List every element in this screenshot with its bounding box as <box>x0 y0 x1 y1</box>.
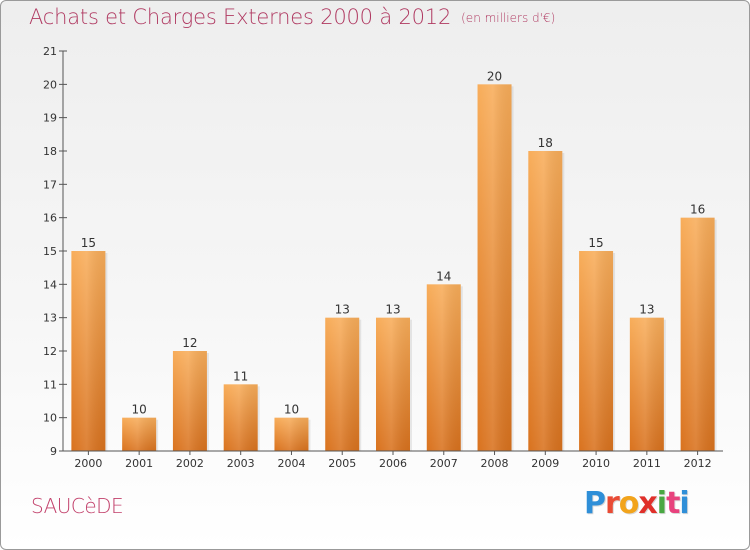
x-tick-label-2009: 2009 <box>531 457 559 470</box>
bar-shine <box>274 417 309 451</box>
x-tick-label-2003: 2003 <box>227 457 255 470</box>
y-tick-label-17: 17 <box>43 178 57 191</box>
y-tick-label-18: 18 <box>43 145 57 158</box>
data-label-2005: 13 <box>335 303 350 317</box>
x-tick-label-2012: 2012 <box>684 457 712 470</box>
data-label-2004: 10 <box>284 403 299 417</box>
bar-shine <box>172 351 207 451</box>
data-label-2000: 15 <box>81 236 96 250</box>
bar-shine <box>629 317 664 451</box>
x-tick-label-2002: 2002 <box>176 457 204 470</box>
bar-shine <box>426 284 461 451</box>
data-label-2007: 14 <box>436 269 451 283</box>
bar-shine <box>477 84 512 451</box>
x-tick-label-2010: 2010 <box>582 457 610 470</box>
data-label-2012: 16 <box>690 203 705 217</box>
data-label-2009: 18 <box>538 136 553 150</box>
commune-name: SAUCèDE <box>31 494 124 518</box>
proxiti-logo[interactable]: Proxiti <box>584 486 690 521</box>
y-tick-label-9: 9 <box>50 445 57 458</box>
y-tick-label-13: 13 <box>43 312 57 325</box>
bar-shine <box>579 251 614 451</box>
bar-shine <box>376 317 410 451</box>
y-tick-label-14: 14 <box>43 278 57 291</box>
y-tick-label-16: 16 <box>43 212 57 225</box>
chart-title: Achats et Charges Externes 2000 à 2012 (e… <box>29 5 555 29</box>
x-tick-label-2008: 2008 <box>481 457 509 470</box>
bar-shine <box>122 417 157 451</box>
data-label-2011: 13 <box>639 303 654 317</box>
x-tick-label-2001: 2001 <box>125 457 153 470</box>
bars-group <box>71 84 717 451</box>
data-label-2002: 12 <box>182 336 197 350</box>
data-label-2003: 11 <box>233 369 248 383</box>
chart-title-text: Achats et Charges Externes 2000 à 2012 <box>29 5 452 29</box>
x-tick-label-2000: 2000 <box>74 457 102 470</box>
axes-group <box>59 50 723 455</box>
bar-shine <box>71 251 106 451</box>
data-label-2008: 20 <box>487 69 502 83</box>
data-label-2006: 13 <box>385 303 400 317</box>
x-tick-label-2007: 2007 <box>430 457 458 470</box>
bar-shine <box>680 217 715 451</box>
x-tick-label-2011: 2011 <box>633 457 661 470</box>
bar-shine <box>223 384 258 451</box>
y-tick-label-19: 19 <box>43 112 57 125</box>
bar-shine <box>528 151 563 451</box>
y-tick-label-21: 21 <box>43 45 57 58</box>
x-tick-label-2004: 2004 <box>277 457 305 470</box>
y-tick-label-20: 20 <box>43 78 57 91</box>
labels-group: 15 2000 10 2001 12 2002 11 2003 10 2004 13 2005 13 20… <box>43 45 712 470</box>
y-tick-label-11: 11 <box>43 378 57 391</box>
bar-shine <box>325 317 360 451</box>
chart-unit-text: (en milliers d'€) <box>461 11 556 25</box>
data-label-2010: 15 <box>588 236 603 250</box>
y-tick-label-15: 15 <box>43 245 57 258</box>
y-tick-label-10: 10 <box>43 412 57 425</box>
y-tick-label-12: 12 <box>43 345 57 358</box>
data-label-2001: 10 <box>132 403 147 417</box>
x-tick-label-2005: 2005 <box>328 457 356 470</box>
x-tick-label-2006: 2006 <box>379 457 407 470</box>
